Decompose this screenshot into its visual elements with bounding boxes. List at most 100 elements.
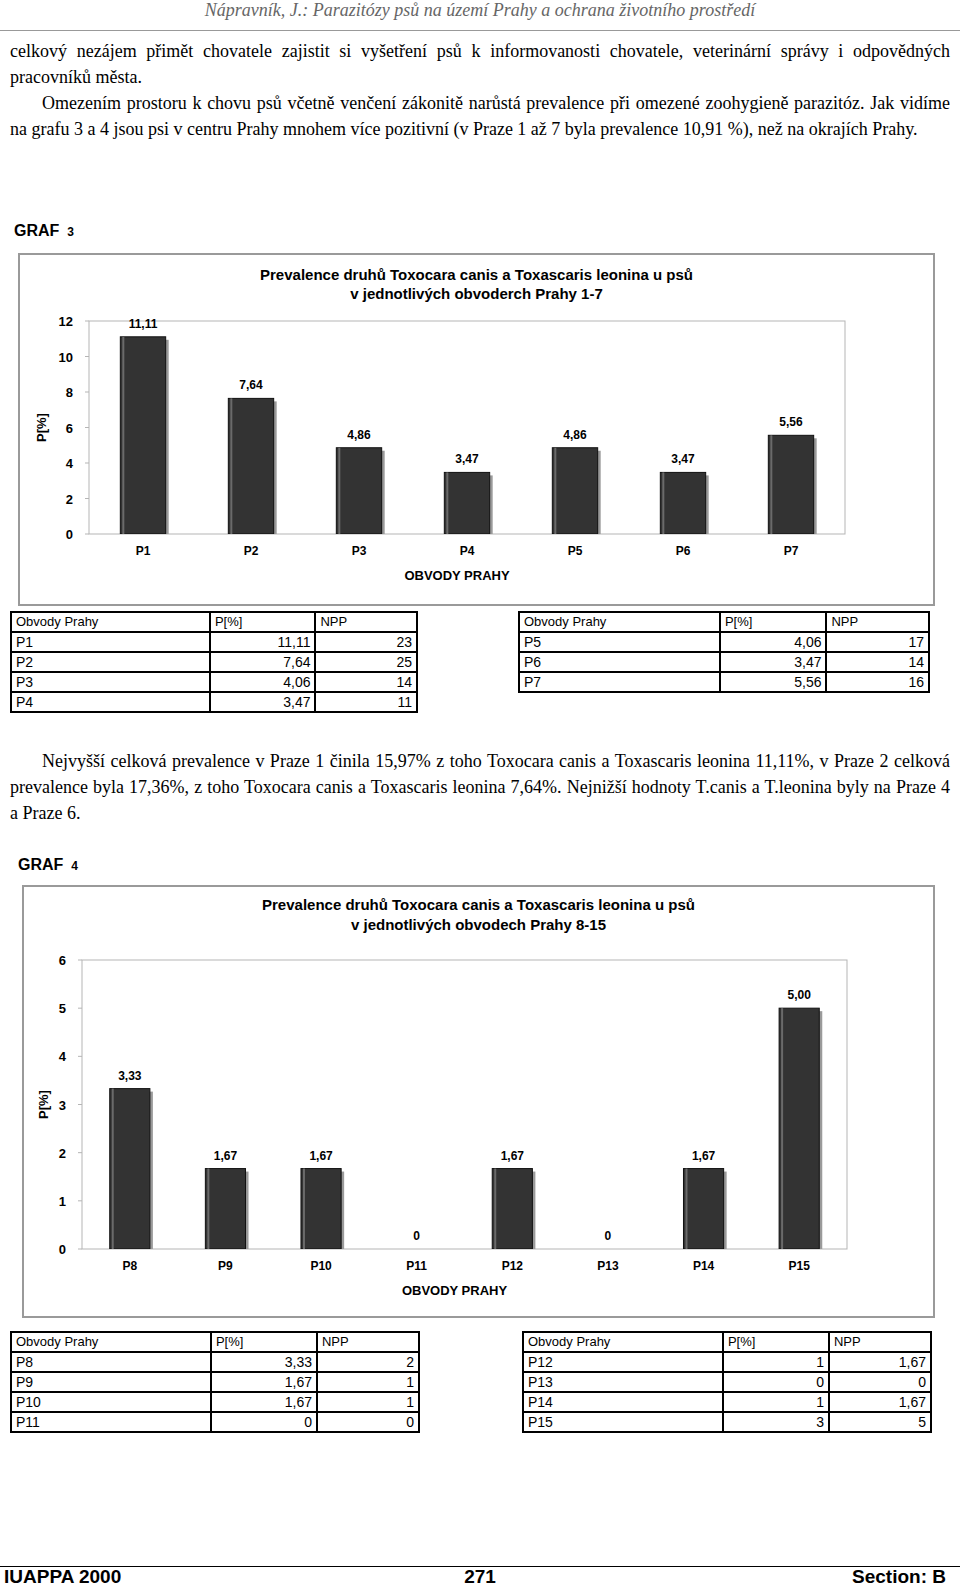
plot-frame (82, 960, 847, 1249)
table-cell: 0 (211, 1412, 317, 1432)
bar-highlight (338, 448, 340, 534)
table-cell: P3 (11, 672, 210, 692)
y-axis-label: P[%] (34, 413, 49, 442)
x-tick-label: P9 (218, 1259, 233, 1273)
y-tick (85, 427, 89, 428)
table-row: P1535 (523, 1412, 931, 1432)
bar (336, 448, 384, 534)
bar-highlight (230, 398, 232, 534)
bar-body (336, 448, 381, 534)
figure-label: GRAF 3 (14, 222, 74, 240)
header-row: Obvody PrahyP[%]NPP (11, 1332, 419, 1352)
table-cell: 1,67 (211, 1392, 317, 1412)
y-tick-label: 6 (66, 421, 73, 436)
bar-highlight (399, 1249, 401, 1250)
bar-body (228, 398, 273, 534)
table-cell: 0 (829, 1372, 931, 1392)
chart-title: Prevalence druhů Toxocara canis a Toxasc… (262, 896, 695, 913)
bar-body (110, 1089, 150, 1249)
table-row: P27,6425 (11, 652, 417, 672)
y-tick-label: 4 (66, 456, 74, 471)
header-row: Obvody PrahyP[%]NPP (519, 612, 929, 632)
bars (110, 1008, 823, 1249)
y-tick-label: 0 (66, 527, 73, 542)
table-cell: 3,47 (210, 692, 316, 712)
bar-body (444, 472, 489, 534)
y-tick (78, 1152, 82, 1153)
column-header: NPP (829, 1332, 931, 1352)
table-cell: 3,47 (720, 652, 827, 672)
footer-left: IUAPPA 2000 (4, 1566, 121, 1588)
data-label: 3,47 (671, 452, 695, 466)
y-tick (78, 960, 82, 961)
bar-body (768, 435, 813, 534)
bar (444, 472, 492, 534)
bar-body (660, 472, 705, 534)
bar-highlight (590, 1249, 592, 1250)
bar-body (492, 1169, 532, 1249)
data-label: 1,67 (214, 1149, 238, 1163)
table-cell: 16 (826, 672, 929, 692)
y-tick (85, 463, 89, 464)
data-label: 0 (413, 1229, 420, 1243)
data-table: Obvody PrahyP[%]NPPP1211,67P1300P1411,67… (522, 1331, 932, 1433)
bar-highlight (554, 448, 556, 534)
table-row: P1300 (523, 1372, 931, 1392)
text-block: celkový nezájem přimět chovatele zajisti… (10, 38, 950, 142)
table-cell: 5 (829, 1412, 931, 1432)
chart-frame (19, 254, 934, 605)
data-label: 4,86 (563, 428, 587, 442)
y-tick-label: 10 (59, 350, 73, 365)
figure-word: GRAF (14, 222, 59, 239)
bar-body (397, 1249, 437, 1250)
bar-highlight (446, 472, 448, 534)
bars (120, 337, 816, 534)
x-tick-label: P1 (136, 544, 151, 558)
bar-highlight (494, 1169, 496, 1249)
table-cell: 0 (723, 1372, 829, 1392)
x-tick-label: P12 (502, 1259, 524, 1273)
table-cell: 1,67 (829, 1392, 931, 1412)
table-cell: 1 (317, 1372, 419, 1392)
table-cell: 1 (723, 1352, 829, 1372)
table-cell: P11 (11, 1412, 211, 1432)
chart: Prevalence druhů Toxocara canis a Toxasc… (18, 253, 935, 606)
paragraph: Omezením prostoru k chovu psů včetně ven… (10, 90, 950, 142)
x-tick-label: P2 (244, 544, 259, 558)
data-label: 3,47 (455, 452, 479, 466)
table-cell: 17 (826, 632, 929, 652)
y-tick (85, 534, 89, 535)
y-tick (78, 1104, 82, 1105)
table-cell: 4,06 (210, 672, 316, 692)
table-row: P83,332 (11, 1352, 419, 1372)
y-tick-label: 1 (59, 1194, 66, 1209)
y-tick-label: 0 (59, 1242, 66, 1257)
bar (779, 1008, 822, 1249)
y-tick (85, 321, 89, 322)
column-header: P[%] (723, 1332, 829, 1352)
y-tick (85, 498, 89, 499)
x-tick-label: P6 (676, 544, 691, 558)
x-tick-label: P13 (597, 1259, 619, 1273)
data-table: Obvody PrahyP[%]NPPP83,332P91,671P101,67… (10, 1331, 420, 1433)
y-tick (85, 356, 89, 357)
table-cell: 1 (317, 1392, 419, 1412)
data-label: 1,67 (309, 1149, 333, 1163)
data-label: 0 (605, 1229, 612, 1243)
table-row: P111,1123 (11, 632, 417, 652)
y-tick (78, 1056, 82, 1057)
footer-page: 271 (380, 1566, 580, 1588)
y-tick (78, 1249, 82, 1250)
table-cell: P1 (11, 632, 210, 652)
figure-number: 3 (67, 225, 74, 239)
table-row: P75,5616 (519, 672, 929, 692)
x-axis-label: OBVODY PRAHY (404, 568, 510, 583)
chart-title: Prevalence druhů Toxocara canis a Toxasc… (260, 266, 693, 283)
table-cell: P12 (523, 1352, 723, 1372)
data-label: 11,11 (129, 317, 158, 331)
y-tick-label: 12 (59, 314, 73, 329)
y-tick-label: 3 (59, 1098, 66, 1113)
bar (660, 472, 708, 534)
plot-frame (89, 321, 845, 534)
bar (768, 435, 816, 534)
